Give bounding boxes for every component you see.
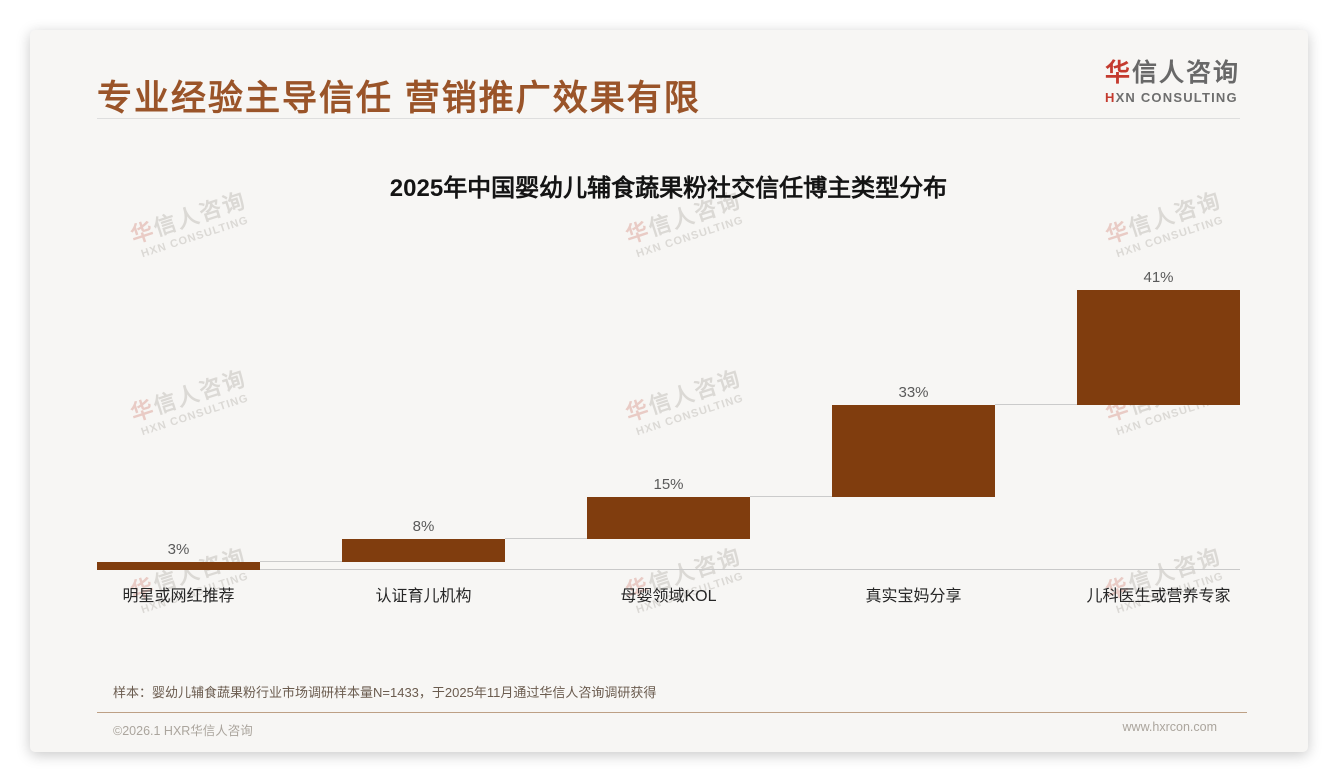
category-label: 真实宝妈分享 (865, 588, 962, 605)
logo-english-text: HXN CONSULTING (1105, 90, 1240, 105)
category-label: 明星或网红推荐 (122, 588, 235, 605)
bar (832, 404, 995, 498)
connector-line (995, 403, 1077, 405)
connector-line (750, 496, 832, 498)
connector-line (260, 560, 342, 562)
title-divider (97, 118, 1240, 119)
bar-value-label: 15% (653, 476, 684, 494)
bar (1077, 290, 1240, 405)
company-logo: 华信人咨询 HXN CONSULTING (1104, 59, 1240, 105)
footer-divider (97, 712, 1247, 713)
bar (342, 539, 505, 562)
connector-line (505, 538, 587, 540)
page-title: 专业经验主导信任 营销推广效果有限 (97, 79, 701, 118)
logo-chinese-text: 华信人咨询 (1104, 59, 1240, 88)
category-label: 母婴领域KOL (620, 588, 717, 605)
logo-en-accent: H (1104, 89, 1116, 105)
category-label: 认证育儿机构 (375, 588, 472, 605)
plot-area: 3% 明星或网红推荐 8% 认证育儿机构 15% 母婴领域KOL 33% 真实宝妈分享 41% 儿… (97, 269, 1240, 605)
sample-footnote: 样本：婴幼儿辅食蔬果粉行业市场调研样本量N=1433，于2025年11月通过华信… (113, 685, 657, 700)
slide-card: 华信人咨询 HXN CONSULTING 华信人咨询 HXN CONSULTING 华信… (30, 30, 1308, 752)
chart-title: 2025年中国婴幼儿辅食蔬果粉社交信任博主类型分布 (389, 175, 948, 202)
logo-cn-rest: 信人咨询 (1131, 59, 1240, 87)
bar (97, 561, 260, 570)
logo-cn-accent: 华 (1104, 59, 1132, 87)
category-label: 儿科医生或营养专家 (1086, 588, 1231, 605)
x-axis-line (97, 569, 1240, 570)
logo-en-rest: XN CONSULTING (1115, 89, 1238, 105)
bar-value-label: 41% (1143, 269, 1174, 286)
bar (587, 497, 750, 540)
bar-value-label: 33% (898, 383, 929, 401)
footer-website-url: www.hxrcon.com (1122, 720, 1217, 734)
bar-value-label: 3% (167, 540, 190, 558)
footer-copyright: ©2026.1 HXR华信人咨询 (113, 724, 253, 738)
bar-value-label: 8% (412, 518, 435, 536)
